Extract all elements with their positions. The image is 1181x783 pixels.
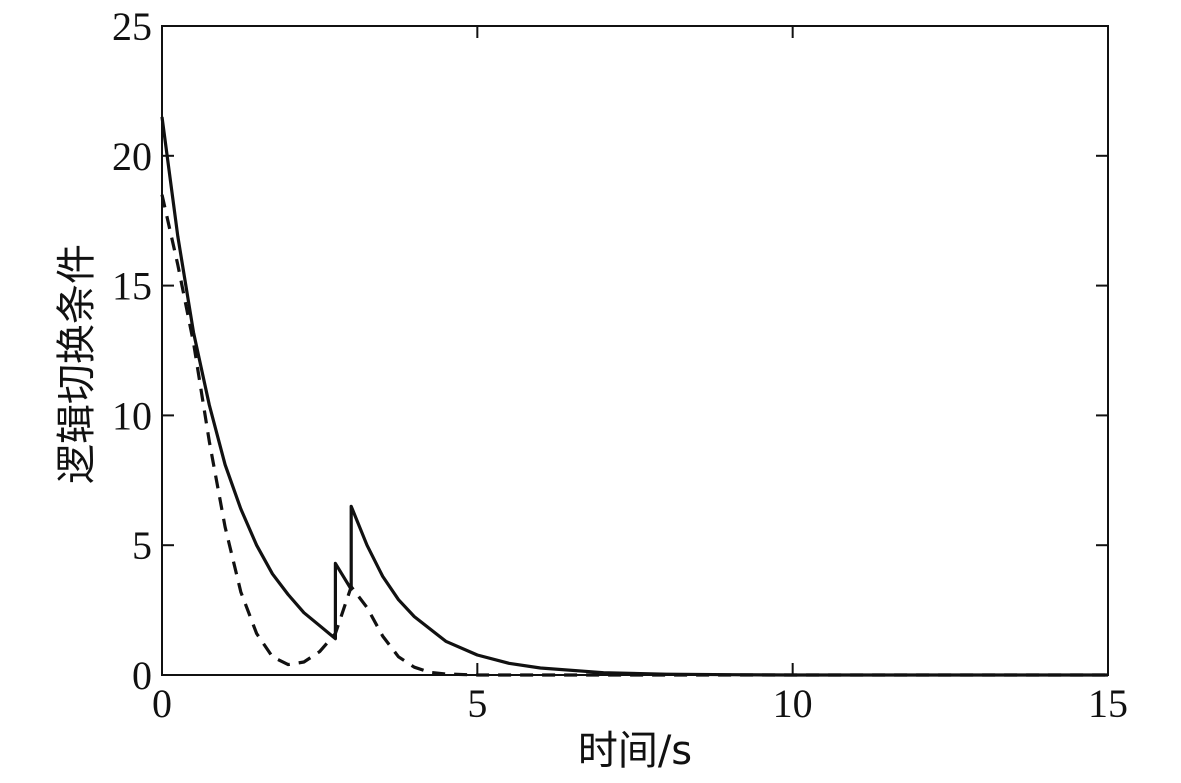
series-line-solid [160,116,1108,677]
y-tick-label: 5 [132,523,152,568]
y-tick-label: 10 [112,393,152,438]
y-tick-label: 15 [112,264,152,309]
y-tick-label: 0 [132,653,152,698]
x-tick-label: 15 [1088,681,1128,726]
x-tick-label: 5 [467,681,487,726]
y-tick-label: 20 [112,134,152,179]
plot-frame [161,25,1109,676]
x-tick-label: 0 [152,681,172,726]
y-axis-title: 逻辑切换条件 [54,244,100,484]
x-tick-label: 10 [773,681,813,726]
tick-layer: 0 5 10 15 0 5 10 15 20 25 [112,4,1128,726]
x-axis-title: 时间/s [578,728,692,774]
y-tick-label: 25 [112,4,152,49]
